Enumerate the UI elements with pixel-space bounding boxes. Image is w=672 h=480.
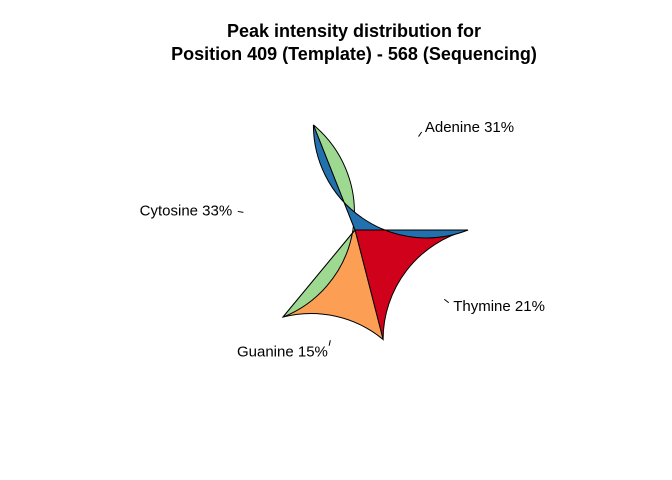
leader-line-adenine <box>418 131 423 137</box>
leader-line-thymine <box>443 298 450 304</box>
leader-line-guanine <box>328 340 331 346</box>
pie-slice-cytosine <box>282 124 356 318</box>
slice-label-guanine: Guanine 15% <box>237 343 328 360</box>
chart-title-line-1: Peak intensity distribution for <box>227 21 481 41</box>
slice-label-adenine: Adenine 31% <box>425 119 514 136</box>
slice-label-cytosine: Cytosine 33% <box>140 203 233 220</box>
pie-slices <box>281 124 469 341</box>
pie-labels: Thymine 21% Guanine 15% Cytosine 33% Adenin… <box>140 119 545 360</box>
chart-title-line-2: Position 409 (Template) - 568 (Sequencin… <box>171 44 537 64</box>
pie-slice-adenine <box>312 124 469 239</box>
slice-label-thymine: Thymine 21% <box>453 298 545 315</box>
pie-slice-guanine <box>281 228 384 341</box>
chart-title: Peak intensity distribution for Position… <box>171 21 537 64</box>
leader-line-cytosine <box>237 210 244 213</box>
